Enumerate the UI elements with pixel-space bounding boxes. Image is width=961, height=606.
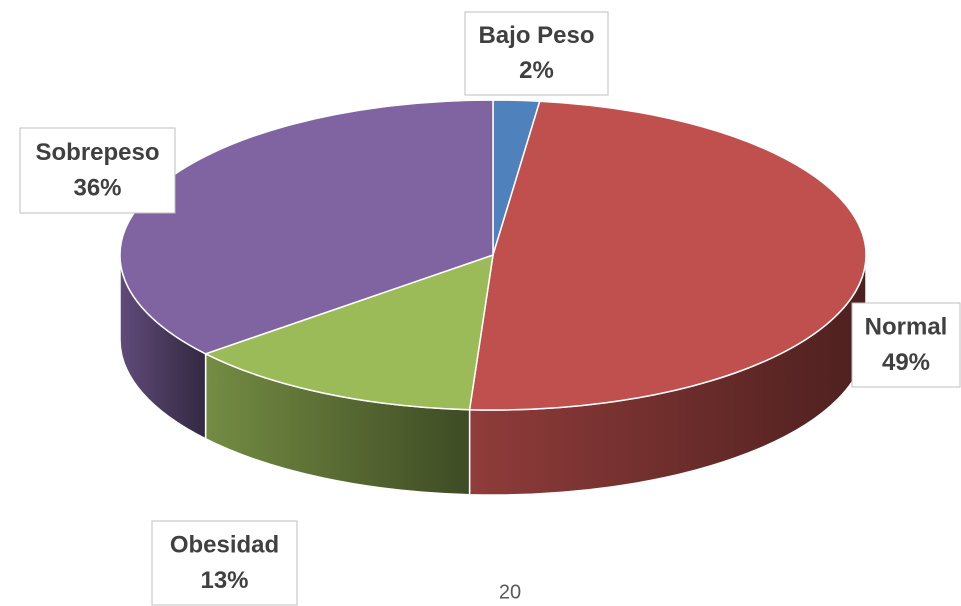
slice (203, 253, 494, 411)
label-value: 36% (73, 175, 121, 202)
label-box (851, 302, 961, 388)
label-name: Obesidad (170, 532, 279, 559)
label-value: 13% (200, 567, 248, 594)
label-value: 49% (882, 349, 930, 376)
label-name: Sobrepeso (35, 139, 159, 166)
label-box (464, 11, 609, 96)
label-name: Normal (865, 314, 948, 341)
label-value: 2% (519, 57, 554, 84)
slice (468, 100, 867, 411)
label-box (19, 127, 176, 214)
label-box (151, 520, 298, 606)
page-number: 20 (499, 581, 521, 603)
label-name: Bajo Peso (478, 22, 594, 49)
